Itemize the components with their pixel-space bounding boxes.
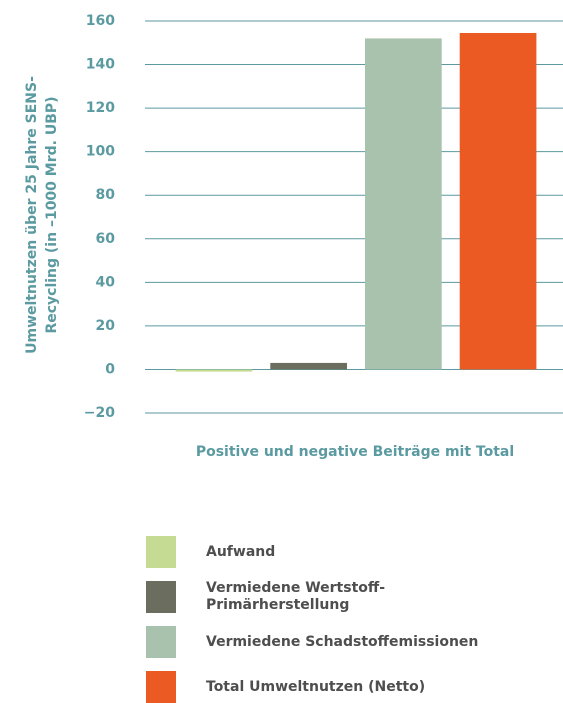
bar <box>365 38 442 369</box>
bar <box>270 363 347 370</box>
y-tick-label: 100 <box>86 144 115 160</box>
y-tick-label: 0 <box>105 361 115 377</box>
legend-item: Aufwand <box>146 536 275 568</box>
y-tick-label: 80 <box>96 187 116 203</box>
legend-item: Vermiedene Schadstoffemissionen <box>146 626 478 658</box>
y-axis-label: Umweltnutzen über 25 Jahre SENS- <box>24 76 40 354</box>
legend-label: Total Umweltnutzen (Netto) <box>206 679 425 696</box>
legend-swatch <box>146 581 176 613</box>
legend-label: Aufwand <box>206 544 275 561</box>
legend-swatch <box>146 536 176 568</box>
y-tick-label: 20 <box>96 318 116 334</box>
y-tick-label: 120 <box>86 100 115 116</box>
bar <box>460 33 537 369</box>
y-tick-label: 140 <box>86 57 115 73</box>
legend-item: Vermiedene Wertstoff- Primärherstellung <box>146 581 385 613</box>
y-tick-label: 40 <box>96 274 116 290</box>
y-tick-label: −20 <box>84 405 115 421</box>
bar <box>176 369 253 371</box>
legend-item: Total Umweltnutzen (Netto) <box>146 671 425 703</box>
legend-label: Vermiedene Schadstoffemissionen <box>206 634 478 651</box>
y-axis-label: Recycling (in –1000 Mrd. UBP) <box>44 96 60 333</box>
legend-swatch <box>146 626 176 658</box>
x-axis-label: Positive und negative Beiträge mit Total <box>196 444 514 460</box>
y-tick-label: 160 <box>86 13 115 29</box>
legend-label: Vermiedene Wertstoff- Primärherstellung <box>206 580 385 614</box>
y-tick-label: 60 <box>96 231 116 247</box>
chart: Umweltnutzen über 25 Jahre SENS- Recycli… <box>0 0 563 520</box>
legend-swatch <box>146 671 176 703</box>
